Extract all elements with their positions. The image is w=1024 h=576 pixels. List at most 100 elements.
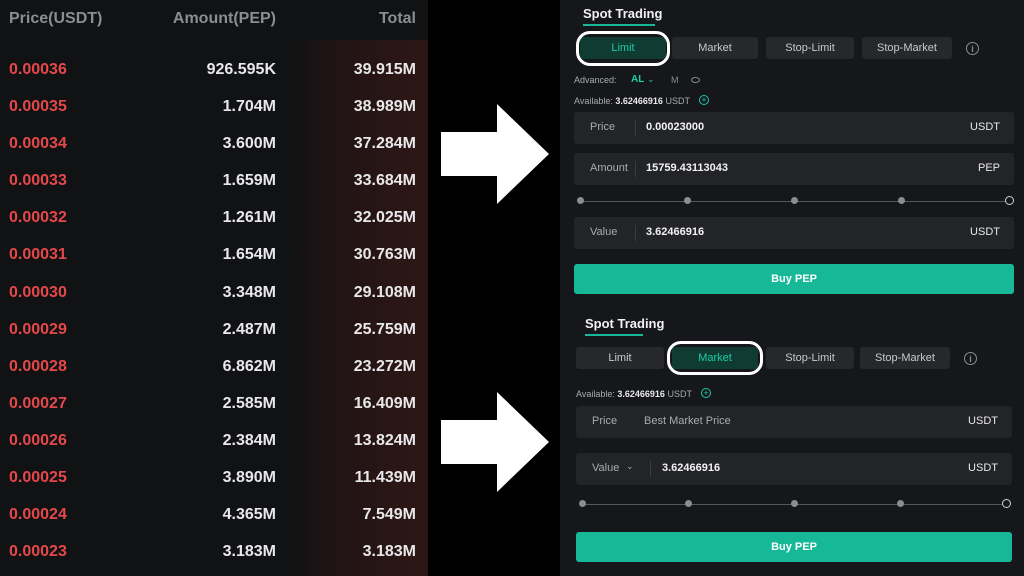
value-unit: USDT [968, 462, 998, 474]
advanced-m-option[interactable]: M [671, 75, 679, 85]
field-separator [650, 461, 651, 477]
ask-total: 7.549M [362, 506, 416, 524]
slider-step-75[interactable] [897, 500, 904, 507]
ask-row[interactable]: 0.00026 2.384M 13.824M [0, 423, 428, 460]
buy-button[interactable]: Buy PEP [574, 264, 1014, 294]
price-field: Price Best Market Price USDT [576, 406, 1012, 438]
slider-handle[interactable] [1005, 196, 1014, 205]
ask-amount: 926.595K [206, 61, 276, 78]
ask-row[interactable]: 0.00032 1.261M 32.025M [0, 200, 428, 237]
slider-step-0[interactable] [577, 197, 584, 204]
ask-row[interactable]: 0.00025 3.890M 11.439M [0, 460, 428, 497]
ask-price: 0.00030 [9, 283, 67, 301]
ask-list: 0.00036 926.595K 39.915M 0.00035 1.704M 38.98… [0, 52, 428, 571]
total-column-header: Total [378, 10, 416, 27]
amount-field[interactable]: Amount 15759.43113043 PEP [574, 153, 1014, 185]
ask-row[interactable]: 0.00027 2.585M 16.409M [0, 386, 428, 423]
available-label: Available: [574, 96, 613, 106]
ask-row[interactable]: 0.00024 4.365M 7.549M [0, 497, 428, 534]
buy-button[interactable]: Buy PEP [576, 532, 1012, 562]
price-unit: USDT [968, 415, 998, 427]
ask-amount: 1.704M [222, 98, 276, 116]
ask-price: 0.00035 [9, 98, 67, 116]
title-underline [585, 334, 643, 336]
available-label: Available: [576, 389, 615, 399]
slider-step-0[interactable] [579, 500, 586, 507]
chevron-down-icon[interactable]: ⌄ [647, 74, 655, 84]
ask-price: 0.00029 [9, 320, 67, 338]
title-underline [583, 24, 655, 26]
slider-step-25[interactable] [685, 500, 692, 507]
slider-handle[interactable] [1002, 499, 1011, 508]
chevron-down-icon[interactable]: ⌄ [626, 461, 634, 471]
value-field[interactable]: Value ⌄ 3.62466916 USDT [576, 453, 1012, 485]
info-icon[interactable]: i [966, 42, 979, 55]
info-icon[interactable]: i [964, 352, 977, 365]
price-unit: USDT [970, 121, 1000, 133]
ask-amount: 1.659M [222, 172, 276, 190]
available-value: 3.62466916 [617, 389, 665, 399]
ask-total: 13.824M [353, 431, 416, 449]
ask-price: 0.00036 [9, 61, 67, 78]
ask-price: 0.00028 [9, 357, 67, 375]
ask-row[interactable]: 0.00031 1.654M 30.763M [0, 237, 428, 274]
ask-row[interactable]: 0.00023 3.183M 3.183M [0, 534, 428, 571]
tab-stop-limit[interactable]: Stop-Limit [766, 347, 854, 369]
value-type-select[interactable]: Value [592, 462, 620, 474]
ask-total: 25.759M [353, 320, 416, 338]
slider-step-50[interactable] [791, 197, 798, 204]
ask-row[interactable]: 0.00030 3.348M 29.108M [0, 275, 428, 312]
slider-step-25[interactable] [684, 197, 691, 204]
available-balance: Available: 3.62466916 USDT [576, 389, 692, 399]
ask-total: 23.272M [353, 357, 416, 375]
eye-icon[interactable] [691, 77, 700, 83]
tab-stop-limit[interactable]: Stop-Limit [766, 37, 854, 59]
ask-price: 0.00025 [9, 469, 67, 487]
ask-price: 0.00033 [9, 172, 67, 190]
ask-amount: 3.348M [222, 283, 276, 301]
ask-row[interactable]: 0.00029 2.487M 25.759M [0, 312, 428, 349]
highlight-ring [667, 341, 763, 375]
available-unit: USDT [665, 96, 690, 106]
ask-row[interactable]: 0.00036 926.595K 39.915M [0, 52, 428, 89]
ask-price: 0.00026 [9, 431, 67, 449]
value-field[interactable]: Value 3.62466916 USDT [574, 217, 1014, 249]
tab-limit[interactable]: Limit [580, 37, 666, 59]
price-label: Price [590, 121, 616, 133]
advanced-label: Advanced: [574, 75, 617, 85]
available-unit: USDT [667, 389, 692, 399]
value-input[interactable]: 3.62466916 [646, 226, 705, 238]
amount-input[interactable]: 15759.43113043 [646, 162, 728, 174]
value-unit: USDT [970, 226, 1000, 238]
tab-stop-market[interactable]: Stop-Market [860, 347, 950, 369]
value-input[interactable]: 3.62466916 [662, 462, 721, 474]
ask-row[interactable]: 0.00034 3.600M 37.284M [0, 126, 428, 163]
ask-row[interactable]: 0.00028 6.862M 23.272M [0, 349, 428, 386]
ask-total: 29.108M [353, 283, 416, 301]
price-column-header: Price(USDT) [9, 10, 103, 27]
ask-row[interactable]: 0.00033 1.659M 33.684M [0, 163, 428, 200]
tab-market[interactable]: Market [672, 347, 758, 369]
right-arrow-icon [441, 392, 549, 492]
ask-price: 0.00031 [9, 246, 67, 264]
ask-total: 32.025M [353, 209, 416, 227]
section-title: Spot Trading [583, 6, 663, 21]
price-label: Price [592, 415, 618, 427]
price-input[interactable]: 0.00023000 [646, 121, 705, 133]
ask-amount: 1.654M [222, 246, 276, 264]
ask-total: 16.409M [353, 394, 416, 412]
ask-row[interactable]: 0.00035 1.704M 38.989M [0, 89, 428, 126]
slider-step-75[interactable] [898, 197, 905, 204]
add-funds-icon[interactable]: + [699, 95, 709, 105]
available-value: 3.62466916 [615, 96, 663, 106]
tab-stop-market[interactable]: Stop-Market [862, 37, 952, 59]
tab-limit[interactable]: Limit [576, 347, 664, 369]
amount-unit: PEP [977, 162, 1000, 174]
add-funds-icon[interactable]: + [701, 388, 711, 398]
ask-total: 38.989M [353, 98, 416, 116]
tab-market[interactable]: Market [672, 37, 758, 59]
price-field[interactable]: Price 0.00023000 USDT [574, 112, 1014, 144]
slider-step-50[interactable] [791, 500, 798, 507]
ask-total: 39.915M [353, 61, 416, 78]
advanced-select[interactable]: AL [631, 74, 645, 85]
